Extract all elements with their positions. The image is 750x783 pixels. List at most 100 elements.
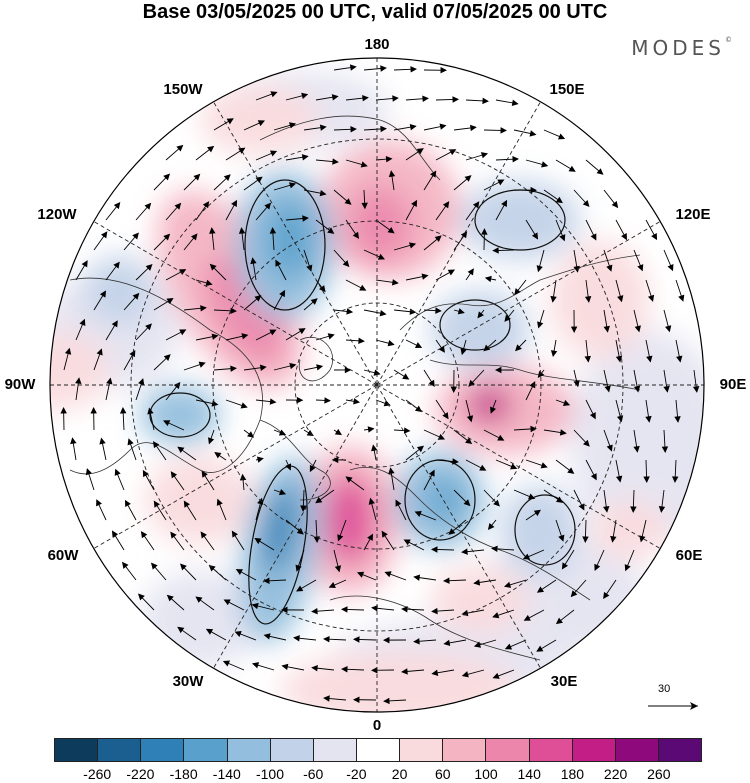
arrow-vector-icon	[450, 386, 458, 394]
arrow-vector-icon	[384, 571, 392, 578]
colorbar	[54, 738, 702, 762]
arrow-vector-icon	[177, 626, 185, 634]
colorbar-tick-label: -260	[83, 766, 112, 782]
arrow-vector-icon	[296, 585, 304, 592]
arrow-vector-icon	[122, 561, 129, 569]
arrow-vector-icon	[461, 671, 469, 678]
arrow-vector-icon	[457, 308, 465, 315]
arrow-vector-icon	[371, 444, 378, 452]
arrow-vector-icon	[230, 365, 237, 372]
arrow-vector-icon	[403, 427, 411, 434]
arrow-vector-icon	[352, 231, 360, 239]
arrow-vector-icon	[634, 325, 641, 333]
arrow-vector-icon	[114, 468, 121, 476]
arrow-vector-icon	[234, 631, 242, 638]
arrow-vector-icon	[555, 496, 564, 503]
colorbar-tick-label: 220	[603, 766, 628, 782]
arrow-vector-icon	[319, 124, 327, 131]
arrow-vector-icon	[222, 660, 231, 667]
arrow-vector-icon	[690, 702, 698, 710]
arrow-vector-icon	[147, 407, 154, 415]
arrow-vector-icon	[382, 636, 390, 644]
arrow-vector-icon	[190, 233, 198, 241]
arrow-vector-icon	[603, 591, 610, 600]
arrow-vector-icon	[646, 355, 653, 363]
arrow-vector-icon	[416, 148, 424, 155]
arrow-vector-icon	[200, 531, 207, 539]
arrow-vector-icon	[263, 633, 271, 640]
arrow-vector-icon	[603, 325, 610, 333]
arrow-vector-icon	[113, 202, 121, 210]
arrow-vector-icon	[514, 288, 521, 296]
arrow-vector-icon	[395, 499, 402, 507]
arrow-vector-icon	[583, 439, 590, 447]
arrow-vector-icon	[504, 314, 511, 322]
arrow-vector-icon	[298, 328, 306, 335]
arrow-vector-icon	[493, 499, 500, 507]
arrow-vector-icon	[230, 307, 237, 315]
arrow-vector-icon	[137, 593, 145, 601]
arrow-vector-icon	[152, 441, 160, 449]
arrow-vector-icon	[96, 499, 102, 507]
arrow-vector-icon	[665, 325, 672, 333]
colorbar-cell	[356, 739, 401, 761]
arrow-vector-icon	[96, 348, 103, 356]
arrow-vector-icon	[315, 496, 323, 504]
arrow-vector-icon	[344, 366, 352, 374]
arrow-vector-icon	[360, 161, 368, 168]
arrow-vector-icon	[452, 458, 459, 465]
arrow-vector-icon	[380, 65, 387, 72]
wind-vectors	[60, 64, 700, 705]
arrow-vector-icon	[484, 275, 492, 283]
arrow-vector-icon	[269, 227, 277, 234]
arrow-vector-icon	[179, 563, 187, 571]
arrow-vector-icon	[352, 696, 360, 703]
colorbar-cell	[141, 739, 185, 761]
arrow-vector-icon	[358, 337, 365, 345]
arrow-vector-icon	[434, 235, 442, 242]
arrow-vector-icon	[288, 182, 297, 189]
arrow-vector-icon	[332, 158, 339, 165]
arrow-vector-icon	[202, 201, 210, 209]
arrow-vector-icon	[431, 669, 439, 676]
colorbar-cell	[443, 739, 487, 761]
arrow-vector-icon	[140, 531, 148, 539]
arrow-vector-icon	[421, 273, 429, 280]
arrow-vector-icon	[280, 606, 288, 614]
arrow-vector-icon	[616, 415, 624, 423]
lon-label-0: 0	[372, 717, 382, 734]
arrow-vector-icon	[550, 295, 557, 303]
arrow-vector-icon	[145, 264, 153, 271]
arrow-vector-icon	[637, 264, 644, 272]
arrow-vector-icon	[537, 370, 545, 378]
arrow-vector-icon	[163, 173, 171, 181]
arrow-vector-icon	[75, 377, 82, 385]
arrow-vector-icon	[270, 91, 278, 98]
arrow-vector-icon	[630, 506, 637, 513]
arrow-vector-icon	[530, 425, 537, 433]
arrow-vector-icon	[501, 199, 508, 208]
arrow-vector-icon	[319, 189, 327, 197]
arrow-vector-icon	[568, 165, 576, 172]
arrow-vector-icon	[231, 530, 238, 538]
coastlines	[69, 115, 641, 661]
arrow-vector-icon	[331, 456, 339, 464]
arrow-vector-icon	[106, 377, 113, 385]
reference-vector	[648, 702, 698, 710]
arrow-vector-icon	[472, 201, 480, 209]
arrow-vector-icon	[279, 289, 286, 298]
arrow-vector-icon	[414, 510, 422, 517]
arrow-vector-icon	[676, 355, 683, 363]
arrow-vector-icon	[658, 506, 666, 513]
arrow-vector-icon	[170, 531, 177, 539]
arrow-vector-icon	[473, 641, 482, 648]
arrow-vector-icon	[166, 298, 174, 305]
arrow-vector-icon	[300, 505, 307, 512]
arrow-vector-icon	[594, 563, 601, 572]
arrow-vector-icon	[590, 233, 597, 241]
arrow-vector-icon	[269, 150, 278, 157]
arrow-vector-icon	[226, 118, 234, 125]
brand-mark: ©	[725, 36, 732, 44]
arrow-vector-icon	[174, 202, 182, 210]
arrow-vector-icon	[367, 533, 374, 541]
